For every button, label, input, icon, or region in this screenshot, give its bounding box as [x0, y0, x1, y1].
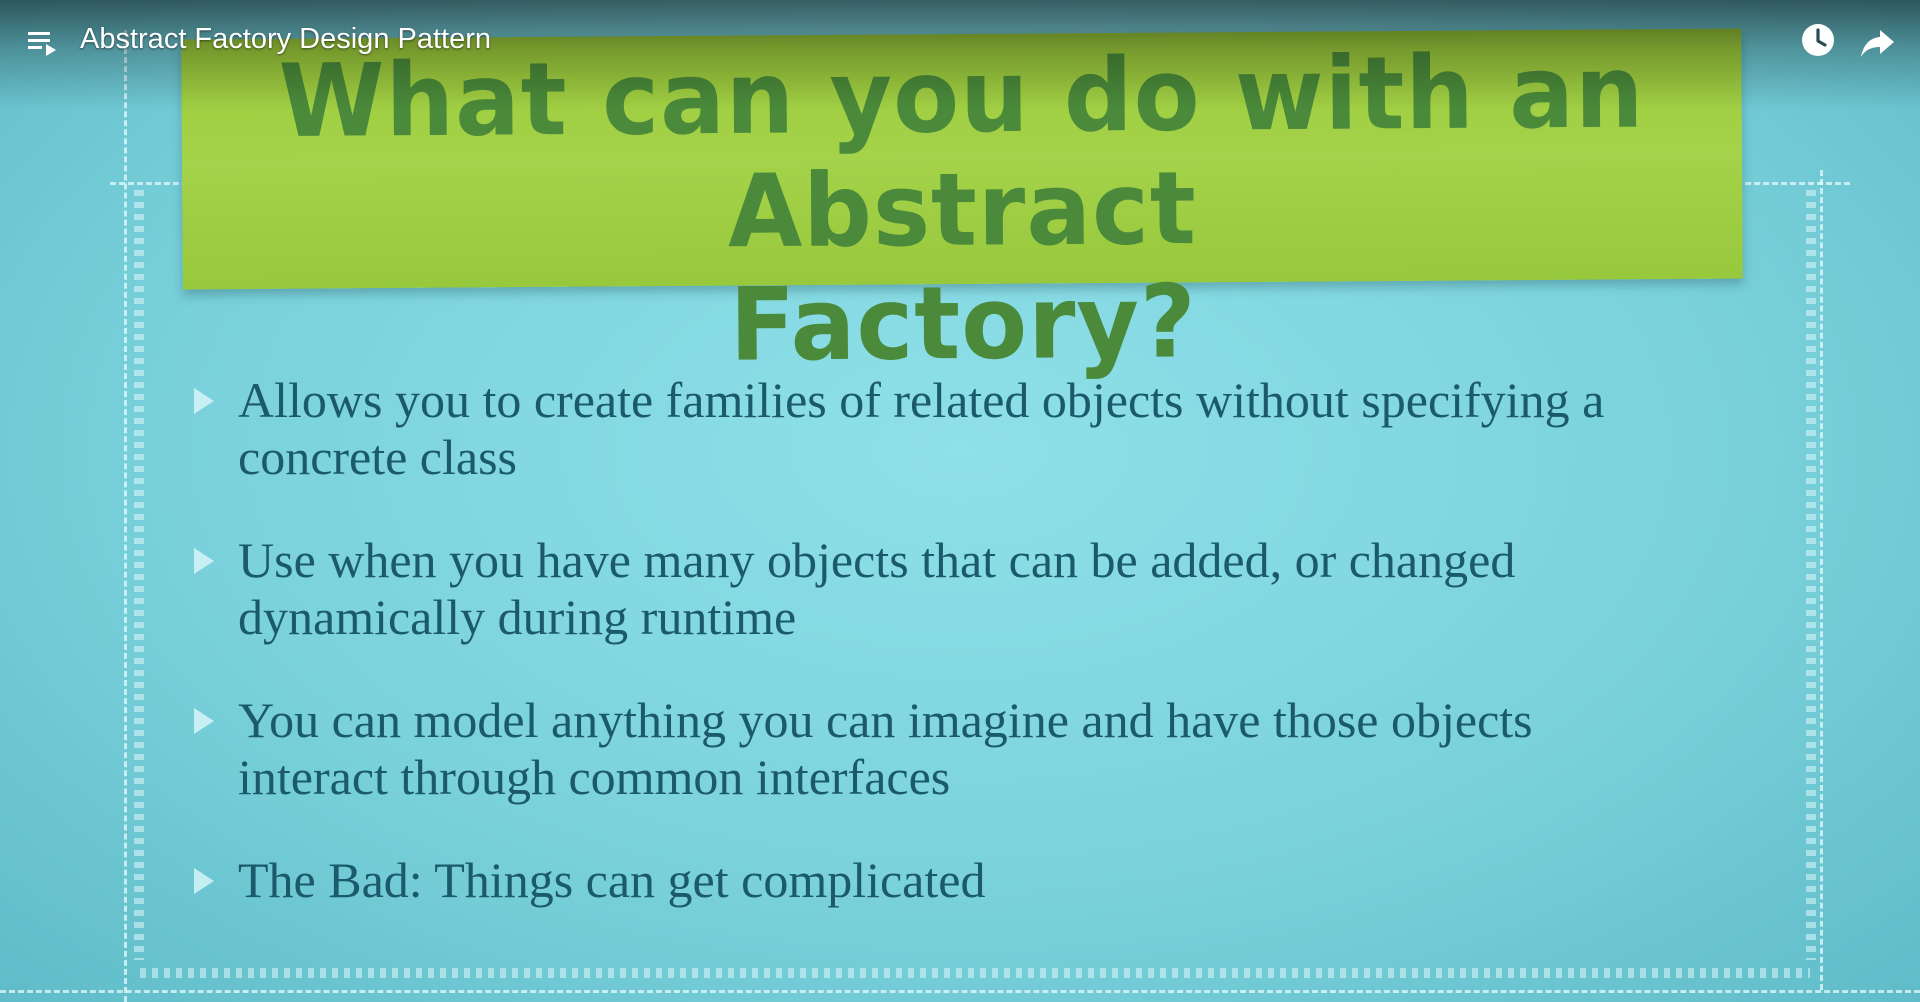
bullet-arrow-icon — [194, 388, 214, 414]
bullet-text-line-1: You can model anything you can imagine a… — [238, 692, 1533, 748]
bullet-item-2: Use when you have many objects that can … — [190, 532, 1750, 646]
bullet-item-3: You can model anything you can imagine a… — [190, 692, 1750, 806]
bullet-text-line-1: The Bad: Things can get complicated — [238, 852, 986, 908]
slide-title-line-2: Factory? — [729, 262, 1198, 384]
bullet-arrow-icon — [194, 708, 214, 734]
bullet-item-4: The Bad: Things can get complicated — [190, 852, 1750, 909]
playlist-icon[interactable] — [26, 26, 60, 60]
frame-stitch-bottom — [0, 990, 1920, 993]
frame-rail-left — [134, 190, 144, 960]
frame-rail-right — [1806, 190, 1816, 960]
video-title-link[interactable]: Abstract Factory Design Pattern — [80, 23, 491, 55]
clock-icon[interactable] — [1798, 20, 1838, 60]
frame-stitch-right — [1820, 170, 1823, 990]
slide-bullet-list: Allows you to create families of related… — [190, 372, 1750, 955]
bullet-text-line-1: Allows you to create families of related… — [238, 372, 1605, 428]
bullet-arrow-icon — [194, 868, 214, 894]
frame-stitch-left — [124, 30, 127, 1002]
frame-rail-bottom — [140, 968, 1810, 978]
player-top-bar — [0, 0, 1920, 110]
bullet-arrow-icon — [194, 548, 214, 574]
bullet-text-line-2: interact through common interfaces — [238, 749, 951, 805]
bullet-text-line-1: Use when you have many objects that can … — [238, 532, 1516, 588]
bullet-text-line-2: concrete class — [238, 429, 518, 485]
bullet-text-line-2: dynamically during runtime — [238, 589, 797, 645]
share-arrow-icon[interactable] — [1858, 22, 1898, 62]
bullet-item-1: Allows you to create families of related… — [190, 372, 1750, 486]
